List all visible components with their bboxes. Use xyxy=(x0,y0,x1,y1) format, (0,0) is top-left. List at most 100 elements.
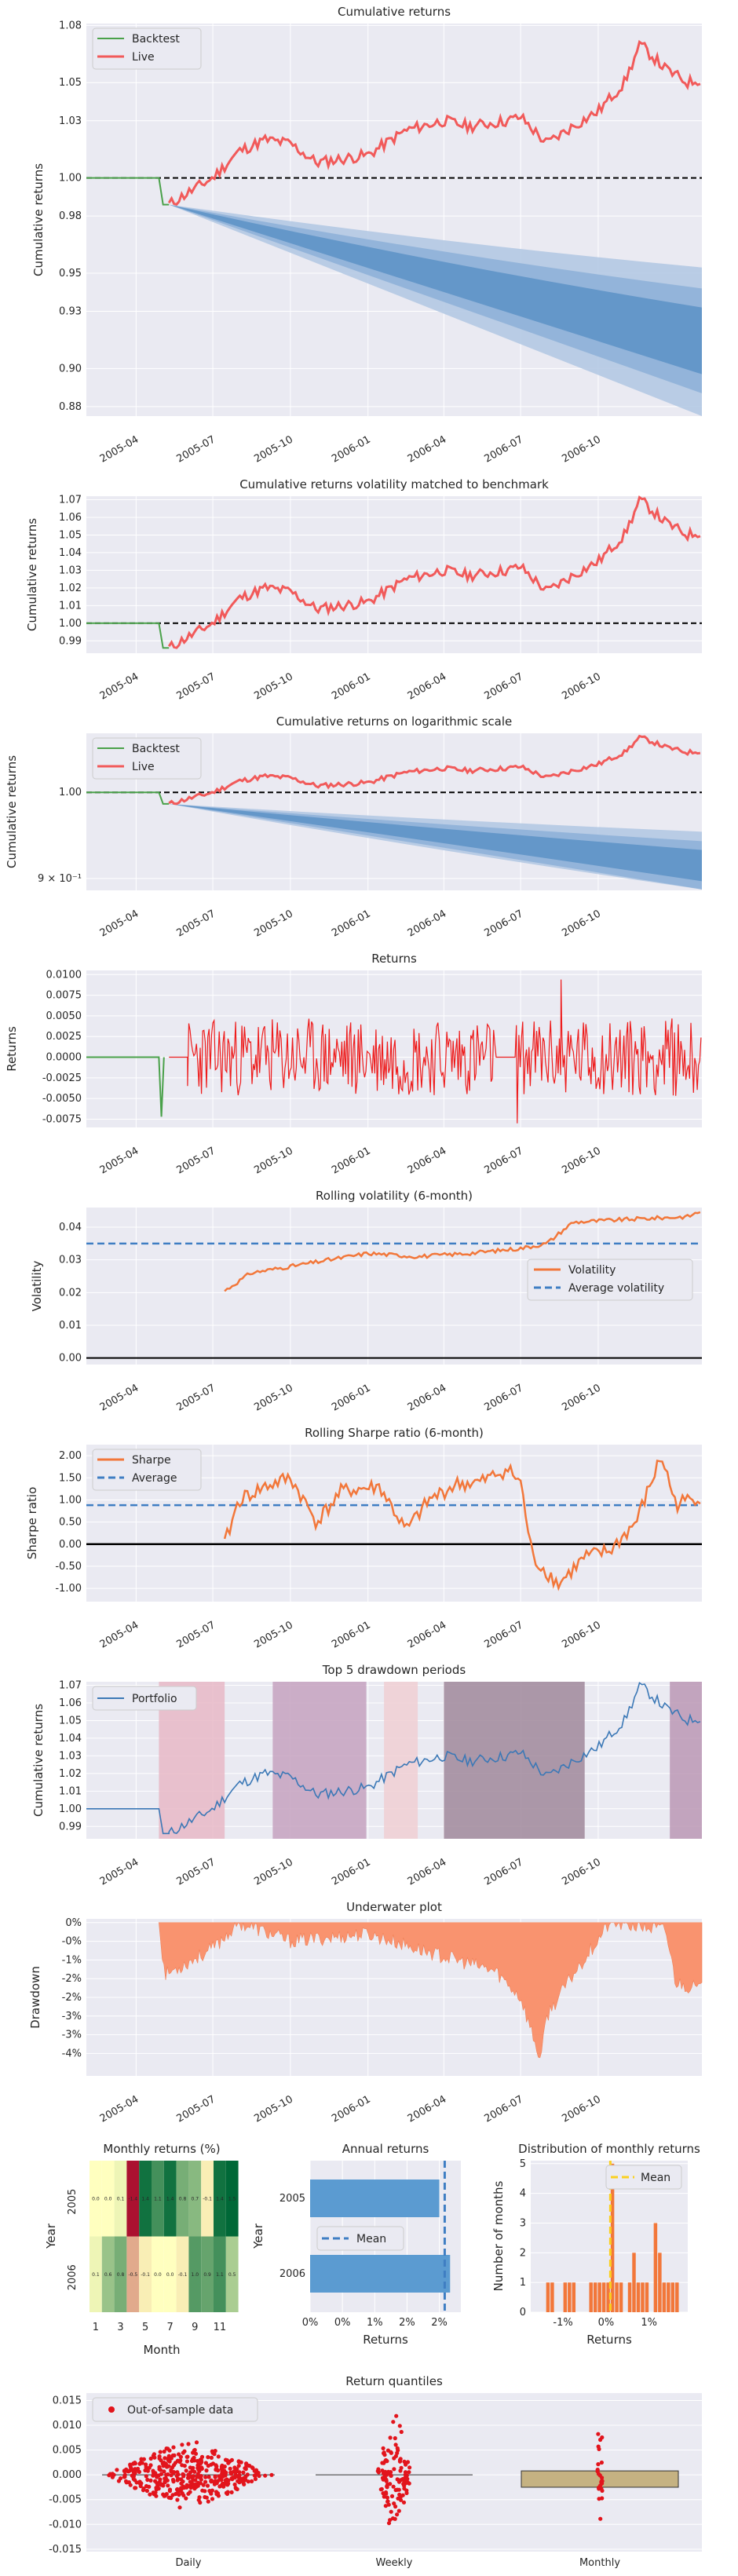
data-point xyxy=(392,2467,396,2472)
heatmap-cell xyxy=(163,2161,177,2237)
legend-swatch-out-of-sample xyxy=(108,2406,115,2413)
series-lines xyxy=(86,1459,702,1591)
heatmap-cell xyxy=(152,2236,164,2312)
data-point xyxy=(382,2450,386,2455)
data-point xyxy=(402,2483,407,2488)
data-point xyxy=(386,2502,391,2507)
data-point xyxy=(166,2446,170,2451)
data-point xyxy=(110,2475,115,2479)
heatmap-cell-value: 0.9 xyxy=(203,2272,211,2278)
cone-band xyxy=(169,204,702,393)
x-tick-label: 2005-10 xyxy=(252,908,295,939)
quantile-marks xyxy=(102,2413,679,2526)
data-point xyxy=(263,2473,268,2478)
y-tick-label: 0.0050 xyxy=(46,1010,82,1022)
y-tick-label: 0.00 xyxy=(59,1353,82,1365)
data-point xyxy=(388,2518,393,2523)
drawdown-period xyxy=(670,1682,702,1839)
series-lines xyxy=(86,979,702,1124)
data-point xyxy=(390,2516,396,2521)
data-point xyxy=(177,2505,182,2510)
data-point xyxy=(116,2479,121,2483)
heatmap-cell-value: 0.8 xyxy=(179,2196,187,2201)
data-point xyxy=(257,2473,261,2479)
data-point xyxy=(380,2461,385,2465)
data-point xyxy=(216,2479,221,2483)
data-point xyxy=(209,2491,214,2496)
data-point xyxy=(162,2469,166,2474)
data-point xyxy=(161,2483,166,2488)
data-point xyxy=(159,2472,163,2476)
x-tick-labels: 2005-04 2005-07 2005-10 2006-01 2006-04 2006-… xyxy=(98,1856,603,1887)
y-tick-label: 4 xyxy=(520,2188,526,2200)
y-axis-label: Cumulative returns xyxy=(5,755,19,868)
data-point xyxy=(169,2456,174,2461)
data-point xyxy=(385,2482,390,2486)
legend-label-average: Average volatility xyxy=(568,1282,664,1295)
data-point xyxy=(382,2494,386,2499)
y-tick-label: 0 xyxy=(520,2307,526,2318)
data-point xyxy=(141,2487,146,2492)
data-point xyxy=(394,2413,399,2418)
x-tick-label: 2005-04 xyxy=(98,1856,141,1887)
data-point xyxy=(186,2442,191,2446)
gridlines xyxy=(531,2163,688,2313)
data-point xyxy=(389,2509,393,2514)
y-tick-label: 1.03 xyxy=(59,565,82,576)
data-point xyxy=(401,2500,407,2505)
heatmap-cell xyxy=(201,2236,214,2312)
histogram-bar xyxy=(563,2282,568,2312)
legend-label-mean: Mean xyxy=(641,2172,670,2184)
data-point xyxy=(398,2497,404,2502)
series-backtest xyxy=(86,622,170,649)
heatmap-cell xyxy=(214,2161,226,2237)
legend: Mean xyxy=(605,2165,682,2190)
x-tick-label: 11 xyxy=(214,2322,227,2333)
x-tick-label: 2005-07 xyxy=(175,1856,218,1887)
y-tick-label: -1.00 xyxy=(55,1583,82,1595)
data-point xyxy=(145,2477,150,2483)
heatmap-cell-value: 1.1 xyxy=(216,2272,224,2278)
y-tick-label: -1% xyxy=(62,1954,82,1966)
data-point xyxy=(402,2479,407,2484)
data-point xyxy=(182,2485,187,2490)
data-point xyxy=(395,2446,400,2450)
y-axis-label: Year xyxy=(44,2223,58,2249)
y-tick-label: -0.50 xyxy=(55,1561,82,1573)
y-axis-label: Number of months xyxy=(491,2180,506,2291)
data-point xyxy=(384,2472,389,2477)
x-tick-label: 2005-10 xyxy=(252,1382,295,1413)
y-tick-label: -0.0025 xyxy=(42,1072,82,1084)
data-point xyxy=(167,2487,173,2492)
data-point xyxy=(242,2482,247,2486)
data-point xyxy=(384,2479,389,2483)
confidence-cone xyxy=(169,204,702,416)
data-point xyxy=(209,2455,214,2460)
heatmap-cell xyxy=(139,2161,152,2237)
data-point xyxy=(199,2477,203,2482)
heatmap-cell xyxy=(126,2236,140,2312)
data-point xyxy=(128,2483,133,2487)
chart-title: Returns xyxy=(371,952,417,966)
data-point xyxy=(228,2466,232,2471)
data-point xyxy=(161,2464,166,2468)
data-point xyxy=(391,2484,396,2489)
y-axis-label: Year xyxy=(251,2223,265,2249)
x-tick-label: 2005-04 xyxy=(98,2093,141,2125)
data-point xyxy=(167,2459,172,2464)
y-tick-label: -0.010 xyxy=(49,2519,82,2530)
histogram-bar xyxy=(658,2253,662,2312)
data-point xyxy=(128,2462,133,2467)
data-point xyxy=(225,2490,230,2494)
data-point xyxy=(396,2487,401,2492)
data-point xyxy=(380,2468,385,2473)
data-point xyxy=(210,2497,215,2501)
histogram-bar xyxy=(546,2282,550,2312)
data-point xyxy=(253,2476,258,2482)
bars xyxy=(310,2161,451,2312)
data-point xyxy=(199,2460,204,2465)
data-point xyxy=(236,2479,240,2483)
y-tick-label: -0% xyxy=(62,1936,82,1948)
volatility-matched-panel: Cumulative returns volatility matched to… xyxy=(25,477,702,703)
